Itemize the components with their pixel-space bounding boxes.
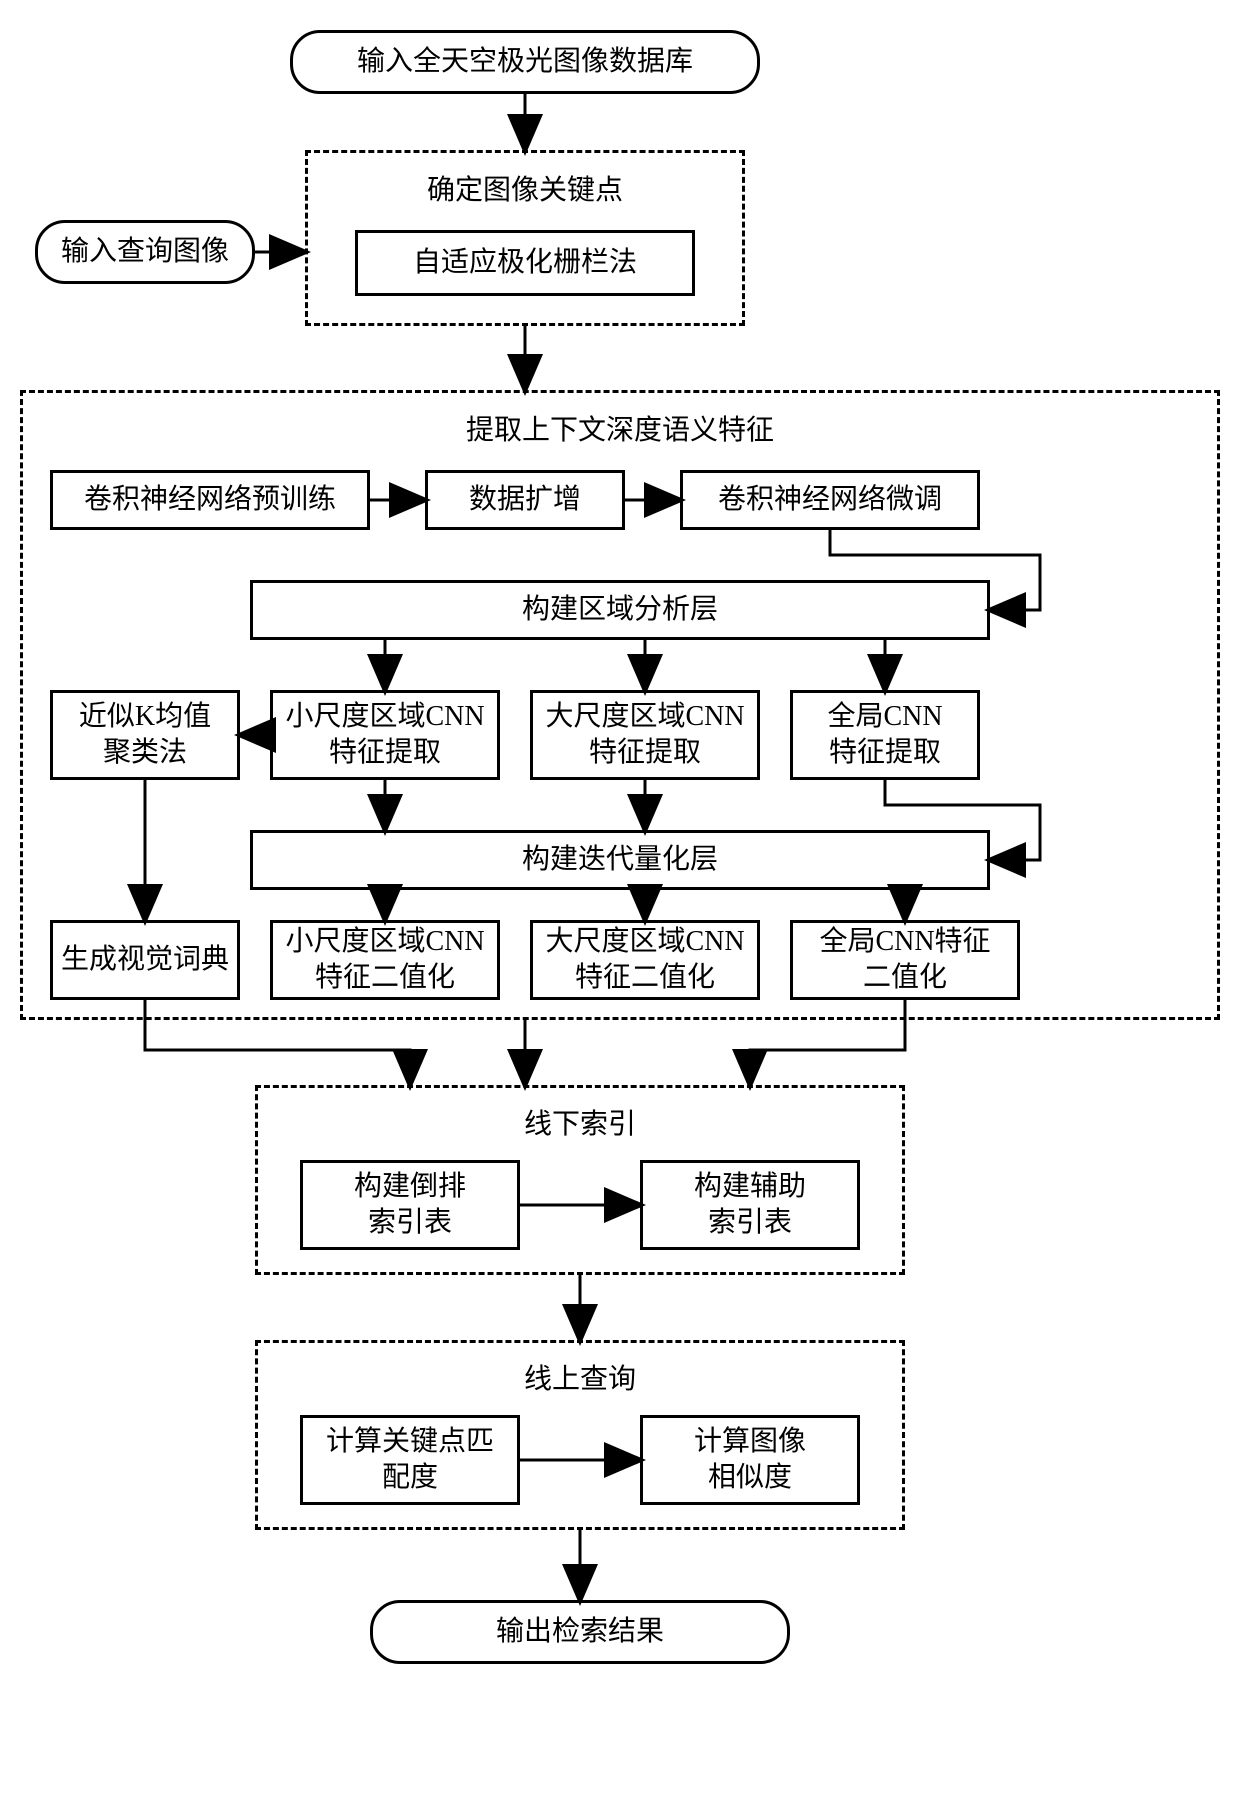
similarity-node: 计算图像 相似度 — [640, 1415, 860, 1505]
node-label: 自适应极化栅栏法 — [413, 245, 637, 281]
offline-index-title: 线下索引 — [480, 1102, 680, 1142]
node-label: 计算图像 相似度 — [694, 1424, 806, 1497]
node-label: 输出检索结果 — [496, 1614, 664, 1650]
small-cnn-binarize-node: 小尺度区域CNN 特征二值化 — [270, 920, 500, 1000]
input-query-node: 输入查询图像 — [35, 220, 255, 284]
large-cnn-binarize-node: 大尺度区域CNN 特征二值化 — [530, 920, 760, 1000]
data-augment-node: 数据扩增 — [425, 470, 625, 530]
node-label: 数据扩增 — [469, 482, 581, 518]
group-title-text: 提取上下文深度语义特征 — [466, 415, 774, 446]
node-label: 卷积神经网络预训练 — [84, 482, 336, 518]
small-cnn-extract-node: 小尺度区域CNN 特征提取 — [270, 690, 500, 780]
adaptive-method-node: 自适应极化栅栏法 — [355, 230, 695, 296]
region-analysis-node: 构建区域分析层 — [250, 580, 990, 640]
kmeans-node: 近似K均值 聚类法 — [50, 690, 240, 780]
group-title-text: 线上查询 — [524, 1364, 636, 1395]
node-label: 大尺度区域CNN 特征二值化 — [545, 924, 744, 997]
group-title-text: 线下索引 — [524, 1109, 636, 1140]
node-label: 构建区域分析层 — [522, 592, 718, 628]
node-label: 大尺度区域CNN 特征提取 — [545, 699, 744, 772]
quantize-layer-node: 构建迭代量化层 — [250, 830, 990, 890]
cnn-finetune-node: 卷积神经网络微调 — [680, 470, 980, 530]
global-cnn-extract-node: 全局CNN 特征提取 — [790, 690, 980, 780]
group-title-text: 确定图像关键点 — [427, 175, 623, 206]
node-label: 计算关键点匹 配度 — [326, 1424, 494, 1497]
online-query-title: 线上查询 — [480, 1357, 680, 1397]
cnn-pretrain-node: 卷积神经网络预训练 — [50, 470, 370, 530]
keypoint-match-node: 计算关键点匹 配度 — [300, 1415, 520, 1505]
node-label: 全局CNN特征 二值化 — [819, 924, 990, 997]
inverted-index-node: 构建倒排 索引表 — [300, 1160, 520, 1250]
output-result-node: 输出检索结果 — [370, 1600, 790, 1664]
node-label: 构建倒排 索引表 — [354, 1169, 466, 1242]
node-label: 小尺度区域CNN 特征二值化 — [285, 924, 484, 997]
node-label: 输入查询图像 — [61, 234, 229, 270]
node-label: 构建辅助 索引表 — [694, 1169, 806, 1242]
node-label: 近似K均值 聚类法 — [79, 699, 211, 772]
node-label: 生成视觉词典 — [61, 942, 229, 978]
large-cnn-extract-node: 大尺度区域CNN 特征提取 — [530, 690, 760, 780]
visual-dict-node: 生成视觉词典 — [50, 920, 240, 1000]
keypoint-group-title: 确定图像关键点 — [355, 168, 695, 208]
input-database-node: 输入全天空极光图像数据库 — [290, 30, 760, 94]
node-label: 全局CNN 特征提取 — [827, 699, 942, 772]
node-label: 卷积神经网络微调 — [718, 482, 942, 518]
global-cnn-binarize-node: 全局CNN特征 二值化 — [790, 920, 1020, 1000]
aux-index-node: 构建辅助 索引表 — [640, 1160, 860, 1250]
feature-extract-title: 提取上下文深度语义特征 — [370, 408, 870, 448]
node-label: 构建迭代量化层 — [522, 842, 718, 878]
node-label: 输入全天空极光图像数据库 — [357, 44, 693, 80]
node-label: 小尺度区域CNN 特征提取 — [285, 699, 484, 772]
